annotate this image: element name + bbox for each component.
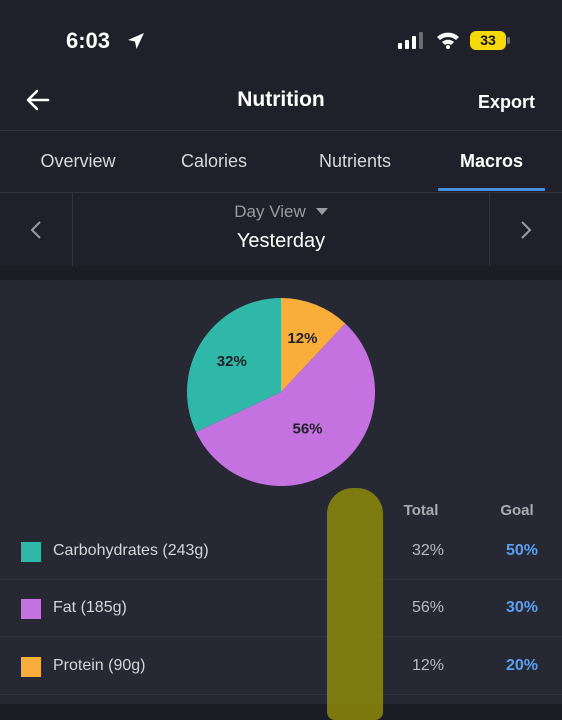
active-tab-indicator	[438, 188, 545, 191]
chevron-left-icon	[30, 221, 41, 239]
back-arrow-icon[interactable]	[24, 86, 52, 114]
macro-row-carbohydrates[interactable]: Carbohydrates (243g) 32% 50%	[0, 523, 562, 580]
page-title: Nutrition	[237, 88, 325, 111]
location-arrow-icon	[126, 31, 146, 56]
macro-label: Carbohydrates (243g)	[53, 542, 209, 559]
column-header-goal: Goal	[500, 502, 534, 519]
pie-chart-svg: 12% 56% 32%	[187, 298, 375, 486]
carbohydrates-swatch	[21, 542, 41, 562]
pie-slice-protein	[281, 298, 346, 392]
view-mode-dropdown[interactable]: Day View	[0, 202, 562, 222]
tab-nutrients[interactable]: Nutrients	[318, 151, 392, 171]
dropdown-caret-icon	[315, 207, 328, 215]
macro-row-fat[interactable]: Fat (185g) 56% 30%	[0, 580, 562, 637]
export-button[interactable]: Export	[477, 92, 535, 112]
pie-label-carbohydrates: 32%	[217, 353, 247, 370]
battery-level: 33	[470, 31, 506, 50]
wifi-icon	[436, 31, 460, 54]
macro-goal[interactable]: 30%	[505, 599, 539, 616]
pie-label-fat: 56%	[293, 421, 323, 438]
column-header-total: Total	[403, 502, 439, 519]
pie-slice-carbohydrates	[187, 298, 281, 433]
macros-pie-chart: 12% 56% 32%	[0, 280, 562, 500]
status-bar: 6:03 33	[0, 0, 562, 80]
tab-macros[interactable]: Macros	[459, 151, 524, 171]
section-divider	[0, 266, 562, 280]
fat-swatch	[21, 599, 41, 619]
pie-slice-fat	[195, 323, 375, 486]
bottom-divider	[0, 704, 562, 720]
previous-day-button[interactable]	[0, 193, 73, 267]
chevron-right-icon	[521, 221, 532, 239]
tab-calories[interactable]: Calories	[180, 151, 248, 171]
macros-table-header: Total Goal	[0, 500, 562, 524]
protein-swatch	[21, 657, 41, 677]
next-day-button[interactable]	[489, 193, 562, 267]
tab-overview[interactable]: Overview	[40, 151, 116, 171]
view-mode-label: Day View	[234, 202, 306, 221]
macro-goal[interactable]: 20%	[505, 657, 539, 674]
macro-label: Protein (90g)	[53, 657, 146, 674]
tab-bar: Overview Calories Nutrients Macros	[0, 130, 562, 192]
status-time: 6:03	[66, 28, 111, 53]
macro-total: 32%	[411, 542, 445, 559]
highlighter-mark	[327, 488, 383, 720]
macro-goal[interactable]: 50%	[505, 542, 539, 559]
day-navigator: Day View Yesterday	[0, 192, 562, 267]
macro-total: 12%	[411, 657, 445, 674]
cellular-signal-icon	[398, 32, 426, 55]
macro-row-protein[interactable]: Protein (90g) 12% 20%	[0, 638, 562, 695]
battery-icon	[507, 37, 510, 44]
navigation-bar: Nutrition Export	[0, 80, 562, 130]
macro-total: 56%	[411, 599, 445, 616]
selected-date: Yesterday	[236, 230, 326, 252]
macro-label: Fat (185g)	[53, 599, 127, 616]
pie-label-protein: 12%	[287, 330, 317, 347]
